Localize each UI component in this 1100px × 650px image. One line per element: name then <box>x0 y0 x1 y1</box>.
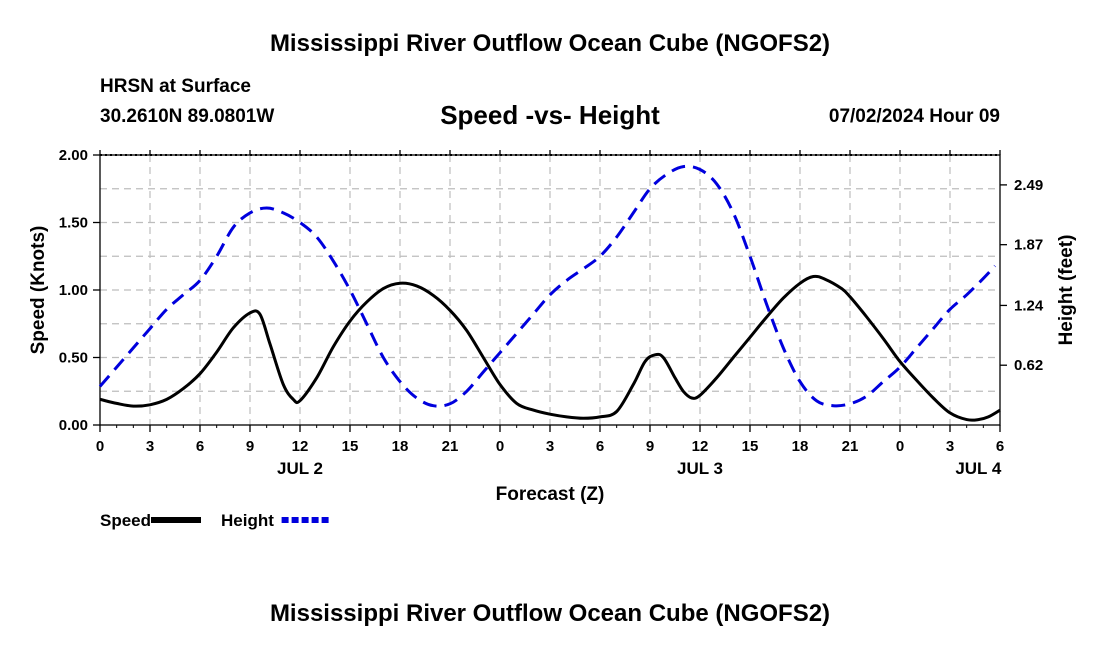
legend: Speed Height <box>100 511 332 530</box>
x-tick-label: 18 <box>792 438 809 455</box>
x-tick-label: 3 <box>946 438 954 455</box>
y-left-tick-label: 1.00 <box>59 282 88 299</box>
y-left-tick-label: 2.00 <box>59 147 88 164</box>
x-tick-label: 3 <box>146 438 154 455</box>
page-title-top: Mississippi River Outflow Ocean Cube (NG… <box>269 30 831 57</box>
page-title-bottom: Mississippi River Outflow Ocean Cube (NG… <box>269 600 831 627</box>
series-group <box>98 164 1001 422</box>
x-tick-label: 12 <box>692 438 709 455</box>
height-series-line <box>98 164 997 408</box>
axes: 0 3 6 9 12 15 18 21 0 3 6 9 12 15 18 21 0 3 6 JUL 2 JUL 3 JUL… <box>28 147 1077 505</box>
x-tick-label: 0 <box>896 438 904 455</box>
x-tick-label: 6 <box>996 438 1004 455</box>
date-label: JUL 4 <box>955 459 1002 478</box>
station-label: HRSN at Surface <box>100 76 251 97</box>
y-right-tick-label: 1.24 <box>1014 297 1044 314</box>
x-tick-label: 21 <box>842 438 859 455</box>
x-tick-label: 15 <box>742 438 759 455</box>
x-tick-label: 18 <box>392 438 409 455</box>
x-tick-label: 9 <box>646 438 654 455</box>
x-tick-label: 15 <box>342 438 359 455</box>
x-tick-label: 6 <box>196 438 204 455</box>
x-tick-label: 21 <box>442 438 459 455</box>
x-axis-label: Forecast (Z) <box>496 484 605 505</box>
chart-title: Speed -vs- Height <box>440 100 660 130</box>
y-right-label: Height (feet) <box>1056 235 1077 346</box>
datetime-label: 07/02/2024 Hour 09 <box>828 106 1000 127</box>
x-tick-label: 6 <box>596 438 604 455</box>
x-tick-label: 0 <box>496 438 504 455</box>
y-right-tick-label: 0.62 <box>1014 357 1043 374</box>
x-tick-label: 12 <box>292 438 309 455</box>
y-left-label: Speed (Knots) <box>28 226 49 355</box>
x-tick-label: 3 <box>546 438 554 455</box>
grid-lines <box>100 154 1000 425</box>
y-left-tick-label: 0.00 <box>59 417 88 434</box>
date-label: JUL 2 <box>277 459 323 478</box>
x-tick-label: 0 <box>96 438 104 455</box>
y-right-tick-label: 2.49 <box>1014 177 1043 194</box>
y-left-tick-label: 0.50 <box>59 350 88 367</box>
y-right-tick-label: 1.87 <box>1014 237 1043 254</box>
legend-height-label: Height <box>221 511 274 530</box>
y-left-tick-label: 1.50 <box>59 215 88 232</box>
speed-series-line <box>99 274 1001 422</box>
legend-speed-label: Speed <box>100 511 151 530</box>
date-label: JUL 3 <box>677 459 723 478</box>
x-tick-label: 9 <box>246 438 254 455</box>
coordinates-label: 30.2610N 89.0801W <box>100 106 275 127</box>
